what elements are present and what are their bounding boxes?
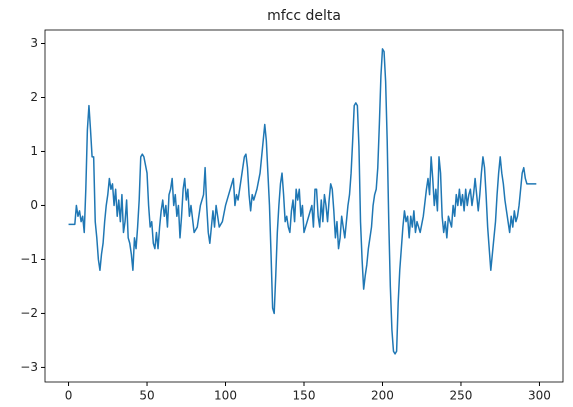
chart-title: mfcc delta (267, 8, 341, 24)
x-tick-label: 50 (139, 389, 154, 403)
x-tick-label: 300 (528, 389, 551, 403)
y-tick-label: −2 (20, 306, 38, 320)
y-tick-label: −1 (20, 252, 38, 266)
y-tick-label: −3 (20, 360, 38, 374)
x-tick-label: 150 (293, 389, 316, 403)
y-tick-label: 2 (30, 90, 38, 104)
y-tick-label: 1 (30, 144, 38, 158)
y-tick-label: 3 (30, 36, 38, 50)
x-tick-label: 0 (65, 389, 73, 403)
x-tick-label: 250 (450, 389, 473, 403)
y-tick-label: 0 (30, 198, 38, 212)
x-tick-label: 100 (214, 389, 237, 403)
plot-frame (44, 29, 564, 383)
x-tick-label: 200 (371, 389, 394, 403)
line-series (68, 48, 537, 355)
